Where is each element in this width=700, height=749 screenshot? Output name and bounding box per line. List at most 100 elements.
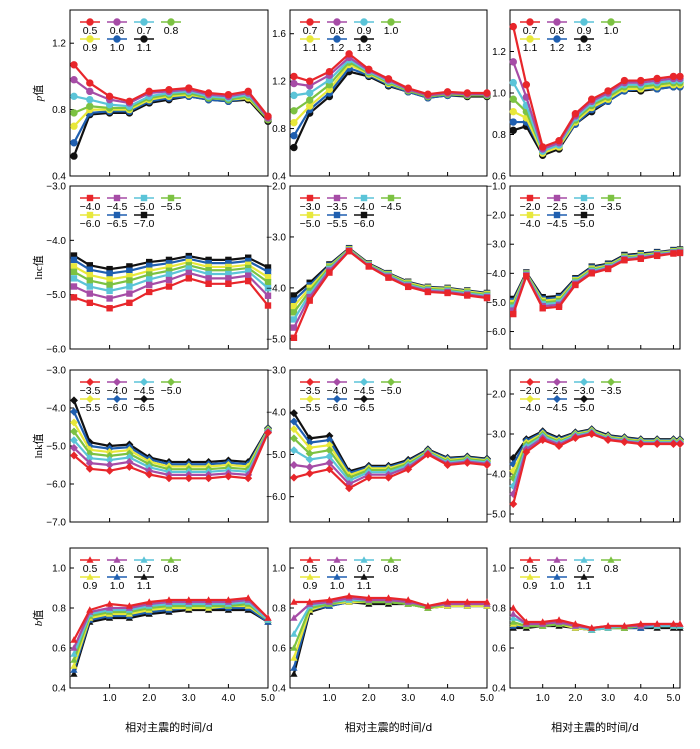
legend-item: 1.0 bbox=[601, 18, 621, 37]
y-tick-label: −3.0 bbox=[486, 240, 506, 251]
data-point bbox=[225, 267, 232, 274]
legend-marker bbox=[86, 18, 94, 26]
y-tick-label: 1.2 bbox=[492, 47, 506, 58]
data-point bbox=[424, 602, 432, 609]
data-point bbox=[126, 299, 133, 307]
data-point bbox=[365, 594, 373, 601]
data-point bbox=[676, 440, 684, 448]
legend-item: −5.0 bbox=[134, 194, 155, 213]
y-tick-label: −3.0 bbox=[46, 366, 66, 377]
data-point bbox=[165, 256, 173, 264]
y-tick-label: −4.0 bbox=[46, 236, 66, 247]
data-point bbox=[146, 271, 153, 278]
legend-label: 0.8 bbox=[604, 563, 619, 575]
legend-item: 0.6 bbox=[107, 556, 127, 575]
legend-item: 1.3 bbox=[354, 35, 374, 54]
data-point bbox=[264, 428, 272, 437]
data-point bbox=[510, 307, 517, 314]
legend-label: −4.5 bbox=[547, 218, 568, 230]
data-point bbox=[70, 152, 78, 160]
legend-marker bbox=[360, 395, 368, 403]
data-point bbox=[669, 72, 678, 81]
panel-r0-c2: 1.2 1.0 0.8 0.6 0.7 0.8 0.9 1.0 1.1 1.2 1.3 bbox=[492, 9, 684, 183]
data-point bbox=[637, 76, 645, 85]
x-tick-label: 3.0 bbox=[601, 693, 615, 704]
legend-marker bbox=[140, 18, 148, 26]
data-point bbox=[145, 470, 154, 479]
data-point bbox=[588, 270, 595, 277]
data-point bbox=[86, 79, 94, 87]
legend-label: 0.8 bbox=[384, 563, 399, 575]
y-tick-label: 0.4 bbox=[272, 684, 286, 695]
data-point bbox=[509, 500, 518, 508]
x-tick-label: 1.0 bbox=[536, 693, 550, 704]
y-tick-label: 0.6 bbox=[272, 644, 286, 655]
legend-item: −6.5 bbox=[134, 395, 155, 414]
legend-label: 0.7 bbox=[137, 563, 152, 575]
data-point bbox=[463, 89, 471, 97]
data-point bbox=[185, 275, 192, 282]
y-axis-label-row-3: b值 bbox=[32, 610, 45, 627]
data-point bbox=[205, 256, 212, 264]
legend-label: −3.0 bbox=[300, 201, 321, 213]
y-axis-label-row-1: lnc值 bbox=[32, 255, 45, 279]
data-point bbox=[86, 271, 93, 279]
legend-item: 1.3 bbox=[574, 35, 594, 54]
data-point bbox=[404, 596, 412, 603]
data-point bbox=[385, 274, 392, 281]
y-tick-label: 0.4 bbox=[52, 684, 66, 695]
legend-label: 0.9 bbox=[83, 42, 98, 54]
data-point bbox=[290, 91, 298, 100]
legend-label: −5.5 bbox=[80, 402, 101, 414]
series--4.5 bbox=[70, 269, 272, 302]
data-point bbox=[522, 448, 531, 456]
legend-label: −5.0 bbox=[574, 402, 595, 414]
legend-label: 0.8 bbox=[550, 25, 565, 37]
legend-marker bbox=[526, 556, 534, 563]
data-point bbox=[105, 451, 114, 460]
data-point bbox=[290, 143, 298, 152]
legend-item: −5.0 bbox=[381, 378, 402, 397]
data-point bbox=[86, 95, 94, 104]
data-point bbox=[225, 259, 232, 267]
data-point bbox=[86, 262, 93, 269]
data-point bbox=[555, 442, 564, 450]
legend-label: −4.5 bbox=[107, 201, 128, 213]
legend-label: 0.9 bbox=[523, 580, 538, 592]
data-point bbox=[463, 458, 472, 467]
data-point bbox=[326, 269, 333, 276]
legend-marker bbox=[333, 18, 341, 26]
legend-label: 1.1 bbox=[303, 42, 318, 54]
data-point bbox=[509, 618, 517, 625]
data-point bbox=[86, 290, 93, 297]
data-point bbox=[225, 275, 232, 282]
legend-label: 0.7 bbox=[523, 25, 538, 37]
data-point bbox=[70, 294, 78, 301]
legend-marker bbox=[607, 378, 615, 386]
data-point bbox=[290, 107, 298, 115]
legend-marker bbox=[553, 378, 561, 386]
legend-marker bbox=[333, 395, 341, 403]
data-point bbox=[165, 271, 173, 278]
x-axis-label-col-1: 相对主震的时间/d bbox=[345, 720, 433, 734]
plot-frame bbox=[289, 547, 488, 689]
data-point bbox=[204, 474, 213, 483]
y-tick-label: −2.0 bbox=[486, 211, 506, 222]
data-point bbox=[653, 252, 661, 260]
legend-marker bbox=[553, 573, 561, 580]
data-point bbox=[126, 277, 133, 284]
legend: 0.5 0.6 0.7 0.8 0.9 1.0 1.1 bbox=[80, 18, 181, 54]
legend-item: 1.1 bbox=[134, 35, 154, 54]
data-point bbox=[345, 484, 354, 493]
data-point bbox=[509, 58, 517, 66]
legend-label: 1.2 bbox=[550, 42, 565, 54]
data-point bbox=[290, 664, 298, 671]
data-point bbox=[463, 598, 471, 605]
data-point bbox=[224, 472, 233, 481]
data-point bbox=[70, 139, 78, 147]
legend-item: −6.0 bbox=[107, 395, 128, 414]
y-tick-label: −5.0 bbox=[266, 450, 286, 461]
legend-item: 1.0 bbox=[547, 573, 567, 592]
data-point bbox=[305, 463, 314, 472]
legend-marker bbox=[113, 211, 121, 219]
